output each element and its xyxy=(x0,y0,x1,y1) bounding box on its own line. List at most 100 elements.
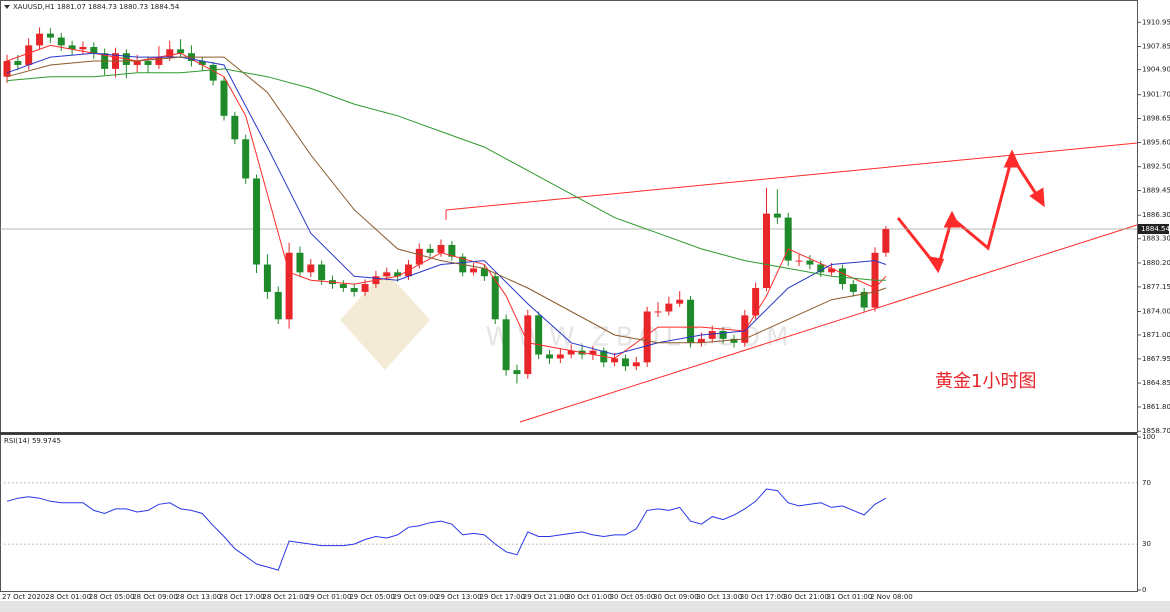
candle-body xyxy=(676,299,684,304)
candle-body xyxy=(546,354,553,359)
candle-body xyxy=(437,244,445,253)
panel-title: RSI(14) 59.9745 xyxy=(4,437,61,445)
candle-body xyxy=(415,248,423,265)
chart-title: XAUUSD,H1 1881.07 1884.73 1880.73 1884.5… xyxy=(13,3,180,11)
candle-body xyxy=(296,252,304,273)
candle-body xyxy=(274,291,282,320)
candle-body xyxy=(708,331,716,339)
menu-triangle xyxy=(4,5,10,9)
rsi-line xyxy=(6,488,887,571)
candle-body xyxy=(14,61,22,65)
candle-body xyxy=(535,315,543,355)
x-tick-label: 28 Oct 01:00 xyxy=(45,593,91,601)
candle-body xyxy=(621,358,629,367)
trendlines xyxy=(445,142,1138,423)
y-tick-label: 1883.30 xyxy=(1142,235,1170,243)
y-tick-label: 1874.00 xyxy=(1142,307,1170,315)
candle-body xyxy=(817,264,825,273)
candle-body xyxy=(350,288,358,292)
candle-body xyxy=(470,268,478,273)
x-tick-label: 28 Oct 13:00 xyxy=(176,593,222,601)
candle-body xyxy=(697,338,705,343)
candle-body xyxy=(828,268,836,273)
candle-body xyxy=(849,284,857,292)
candle-body xyxy=(632,362,640,367)
y-tick-label: 1877.15 xyxy=(1142,283,1170,291)
candle-body xyxy=(784,217,792,261)
candle-body xyxy=(361,284,369,292)
candle-body xyxy=(502,319,510,371)
y-tick-label: 1895.60 xyxy=(1142,138,1170,146)
candle-body xyxy=(253,178,261,265)
candle-body xyxy=(133,61,141,65)
candle-body xyxy=(339,284,347,288)
candle-body xyxy=(448,244,456,257)
candle-body xyxy=(643,311,651,363)
candle-body xyxy=(556,354,564,359)
candle-body xyxy=(318,264,326,281)
y-tick-label: 1892.50 xyxy=(1142,163,1170,171)
x-tick-label: 30 Oct 17:00 xyxy=(740,593,786,601)
x-tick-label: 29 Oct 05:00 xyxy=(349,593,395,601)
candle-body xyxy=(79,46,87,50)
x-tick-label: 30 Oct 13:00 xyxy=(696,593,742,601)
x-tick-label: 29 Oct 21:00 xyxy=(523,593,569,601)
x-tick-label: 30 Oct 05:00 xyxy=(610,593,656,601)
candle-body xyxy=(263,264,271,292)
candle-body xyxy=(589,350,597,355)
forecast-arrows xyxy=(896,149,1045,274)
candle-body xyxy=(773,213,781,218)
y-tick-label: 1886.30 xyxy=(1142,211,1170,219)
candle-body xyxy=(57,37,65,46)
candle-body xyxy=(231,115,239,140)
candle-body xyxy=(567,350,575,355)
candle-body xyxy=(752,288,760,316)
candle-body xyxy=(3,61,11,77)
y-tick-label: 1904.90 xyxy=(1142,66,1170,74)
candle-body xyxy=(68,45,76,50)
x-tick-label: 30 Oct 01:00 xyxy=(566,593,612,601)
y-tick-label: 1898.65 xyxy=(1142,115,1170,123)
candle-body xyxy=(285,252,293,320)
y-tick-label: 1889.45 xyxy=(1142,187,1170,195)
candle-body xyxy=(513,370,521,375)
y-tick-label: 1871.00 xyxy=(1142,331,1170,339)
candle-body xyxy=(687,299,695,343)
candle-body xyxy=(763,213,770,288)
y-tick-label: 1880.20 xyxy=(1142,259,1170,267)
candle-body xyxy=(491,276,499,320)
x-tick-label: 27 Oct 2020 xyxy=(2,593,45,601)
candle-body xyxy=(198,61,206,65)
x-tick-label: 29 Oct 13:00 xyxy=(436,593,482,601)
moving-average xyxy=(6,68,886,281)
candle-body xyxy=(730,338,738,343)
candle-body xyxy=(480,268,488,277)
candle-body xyxy=(209,64,217,81)
y-tick-label: 1910.95 xyxy=(1142,18,1170,26)
x-tick-label: 2 Nov 08:00 xyxy=(870,593,913,601)
candle-body xyxy=(611,358,619,363)
candle-body xyxy=(25,45,33,65)
candle-body xyxy=(394,272,402,277)
svg-text:G: G xyxy=(369,297,402,343)
candle-body xyxy=(838,268,846,285)
y-tick-label: 100 xyxy=(1142,433,1155,441)
moving-average xyxy=(6,56,887,344)
candle-body xyxy=(220,80,228,116)
x-tick-label: 28 Oct 17:00 xyxy=(219,593,265,601)
candle-body xyxy=(426,248,434,253)
y-tick-label: 1861.80 xyxy=(1142,403,1170,411)
x-tick-label: 29 Oct 01:00 xyxy=(306,593,352,601)
y-tick-label: 1858.70 xyxy=(1142,427,1170,435)
y-tick-label: 70 xyxy=(1142,479,1151,487)
y-tick-label: 30 xyxy=(1142,540,1151,548)
y-tick-label: 1907.85 xyxy=(1142,43,1170,51)
y-tick-label: 0 xyxy=(1142,586,1146,594)
y-tick-label: 1901.70 xyxy=(1142,91,1170,99)
candle-body xyxy=(795,260,803,262)
candle-body xyxy=(90,46,98,54)
annotation: 黄金1小时图 xyxy=(935,371,1036,392)
x-tick-label: 29 Oct 09:00 xyxy=(393,593,439,601)
